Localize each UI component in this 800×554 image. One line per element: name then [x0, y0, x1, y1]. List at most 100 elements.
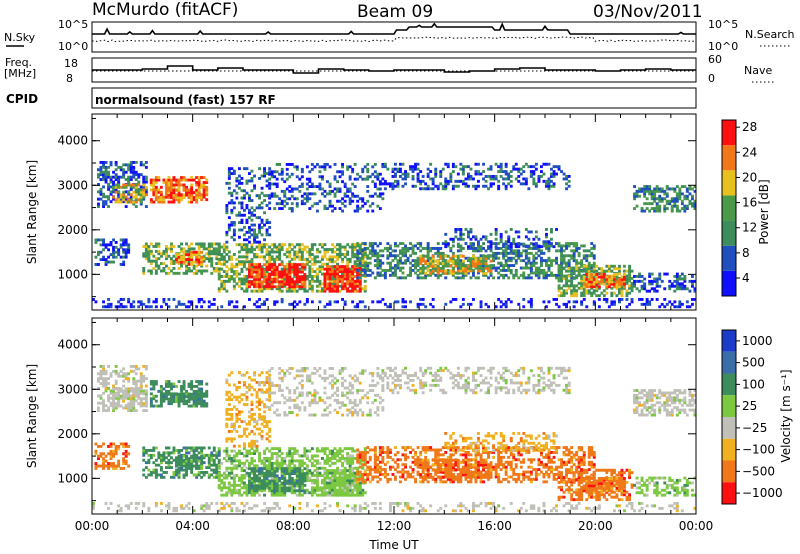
- power-cell: [177, 257, 181, 261]
- power-cell: [461, 165, 465, 169]
- power-cell: [519, 172, 523, 176]
- power-cell: [693, 279, 697, 283]
- power-cell: [658, 305, 662, 309]
- power-cell: [567, 175, 571, 178]
- power-cell: [348, 197, 352, 201]
- power-cell: [509, 228, 513, 231]
- velocity-cell: [187, 385, 191, 388]
- power-cell: [295, 285, 299, 289]
- power-cell: [202, 195, 206, 199]
- power-cell: [653, 192, 657, 196]
- power-cell: [149, 305, 153, 309]
- power-cell: [605, 277, 609, 281]
- power-cell: [346, 287, 350, 291]
- velocity-cell: [122, 389, 126, 393]
- velocity-cell: [197, 397, 201, 401]
- velocity-cell: [94, 452, 98, 456]
- power-cell: [124, 190, 128, 194]
- power-cell: [441, 251, 445, 255]
- power-cell: [399, 170, 402, 173]
- power-cell: [545, 162, 548, 166]
- power-cell: [154, 262, 158, 265]
- power-cell: [565, 264, 568, 268]
- power-cell: [590, 273, 594, 276]
- power-cell: [212, 302, 216, 306]
- power-cell: [451, 184, 455, 188]
- power-cell: [472, 249, 475, 253]
- power-cell: [253, 275, 256, 279]
- power-cell: [580, 279, 584, 283]
- velocity-cell: [172, 449, 176, 452]
- velocity-cell: [197, 400, 201, 404]
- power-cell: [685, 194, 689, 198]
- velocity-cell: [114, 365, 118, 368]
- power-cell: [560, 294, 563, 298]
- power-cell: [351, 192, 355, 196]
- power-cell: [303, 273, 307, 276]
- power-cell: [336, 267, 339, 271]
- power-cell: [494, 305, 498, 309]
- power-cell: [592, 264, 596, 268]
- velocity-cell: [127, 372, 131, 376]
- power-cell: [94, 255, 98, 259]
- power-cell: [200, 258, 204, 261]
- power-cell: [250, 248, 254, 251]
- power-cell: [283, 268, 287, 271]
- power-cell: [512, 165, 516, 169]
- power-cell: [575, 289, 579, 293]
- velocity-cell: [114, 391, 118, 395]
- power-cell: [144, 185, 148, 189]
- power-cell: [399, 259, 402, 263]
- power-cell: [421, 298, 425, 301]
- power-cell: [250, 275, 254, 279]
- velocity-cell: [202, 392, 206, 396]
- power-cell: [162, 249, 166, 253]
- power-cell: [557, 286, 561, 290]
- power-cell: [590, 242, 594, 245]
- power-cell: [547, 249, 551, 253]
- power-cell: [232, 272, 236, 276]
- power-cell: [263, 287, 266, 291]
- power-cell: [620, 289, 624, 293]
- power-cell: [547, 259, 551, 263]
- power-cell: [353, 305, 357, 309]
- power-cell: [308, 282, 312, 286]
- power-cell: [114, 245, 118, 249]
- power-cell: [165, 183, 168, 187]
- power-cell: [293, 305, 297, 309]
- power-cell: [147, 245, 151, 248]
- velocity-cell: [177, 451, 181, 455]
- velocity-cell: [134, 394, 138, 398]
- power-cell: [524, 162, 528, 166]
- power-cell: [295, 275, 299, 279]
- power-cell: [691, 194, 694, 198]
- power-cell: [321, 262, 324, 266]
- velocity-cell: [124, 394, 128, 398]
- power-cell: [467, 302, 470, 306]
- power-cell: [509, 269, 513, 272]
- power-cell: [285, 267, 289, 271]
- velocity-cell: [139, 397, 143, 401]
- power-cell: [265, 298, 269, 301]
- power-cell: [124, 241, 128, 244]
- power-cell: [459, 167, 463, 171]
- power-cell: [426, 184, 430, 188]
- power-cell: [250, 206, 254, 210]
- power-cell: [562, 177, 566, 181]
- power-cell: [572, 242, 576, 245]
- velocity-cell: [182, 473, 186, 477]
- power-cell: [361, 199, 365, 203]
- power-cell: [154, 193, 158, 197]
- velocity-cell: [134, 387, 138, 391]
- power-cell: [444, 232, 448, 236]
- power-cell: [575, 291, 579, 295]
- velocity-cell: [102, 467, 105, 470]
- power-cell: [648, 275, 652, 278]
- power-cell: [386, 182, 390, 186]
- power-cell: [363, 284, 367, 288]
- power-cell: [104, 161, 108, 164]
- power-cell: [532, 182, 536, 186]
- power-cell: [444, 182, 448, 186]
- power-cell: [416, 242, 420, 245]
- power-cell: [356, 269, 360, 272]
